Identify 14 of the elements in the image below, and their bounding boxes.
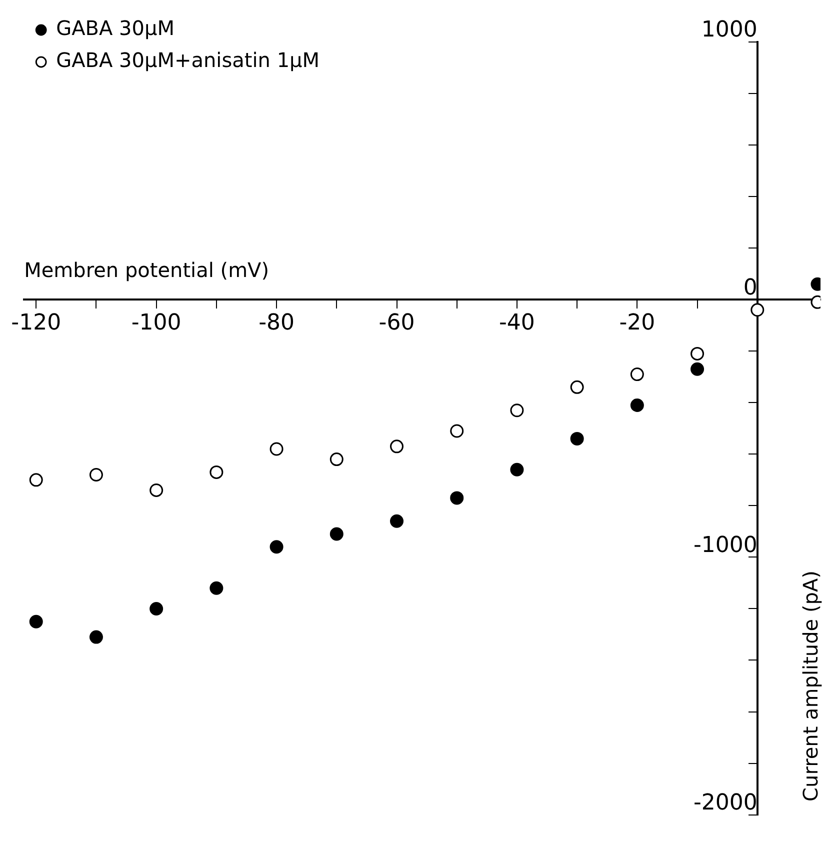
x-axis-title: Membren potential (mV) [24,258,270,282]
y-tick-label: 0 [743,275,758,300]
legend-label: GABA 30μM+anisatin 1μM [56,48,320,72]
y-tick-label: -1000 [693,532,758,558]
x-tick-label: -60 [378,310,415,336]
x-tick-label: -20 [619,310,656,336]
y-axis-title: Current amplitude (pA) [798,570,823,802]
y-tick-label: 1000 [701,18,758,43]
legend-label: GABA 30μM [56,16,174,40]
x-tick-label: -40 [498,310,535,336]
x-tick-label: -100 [131,310,182,336]
x-tick-label: -120 [11,310,62,336]
y-tick-label: -2000 [693,790,758,816]
x-tick-label: -80 [258,310,295,336]
